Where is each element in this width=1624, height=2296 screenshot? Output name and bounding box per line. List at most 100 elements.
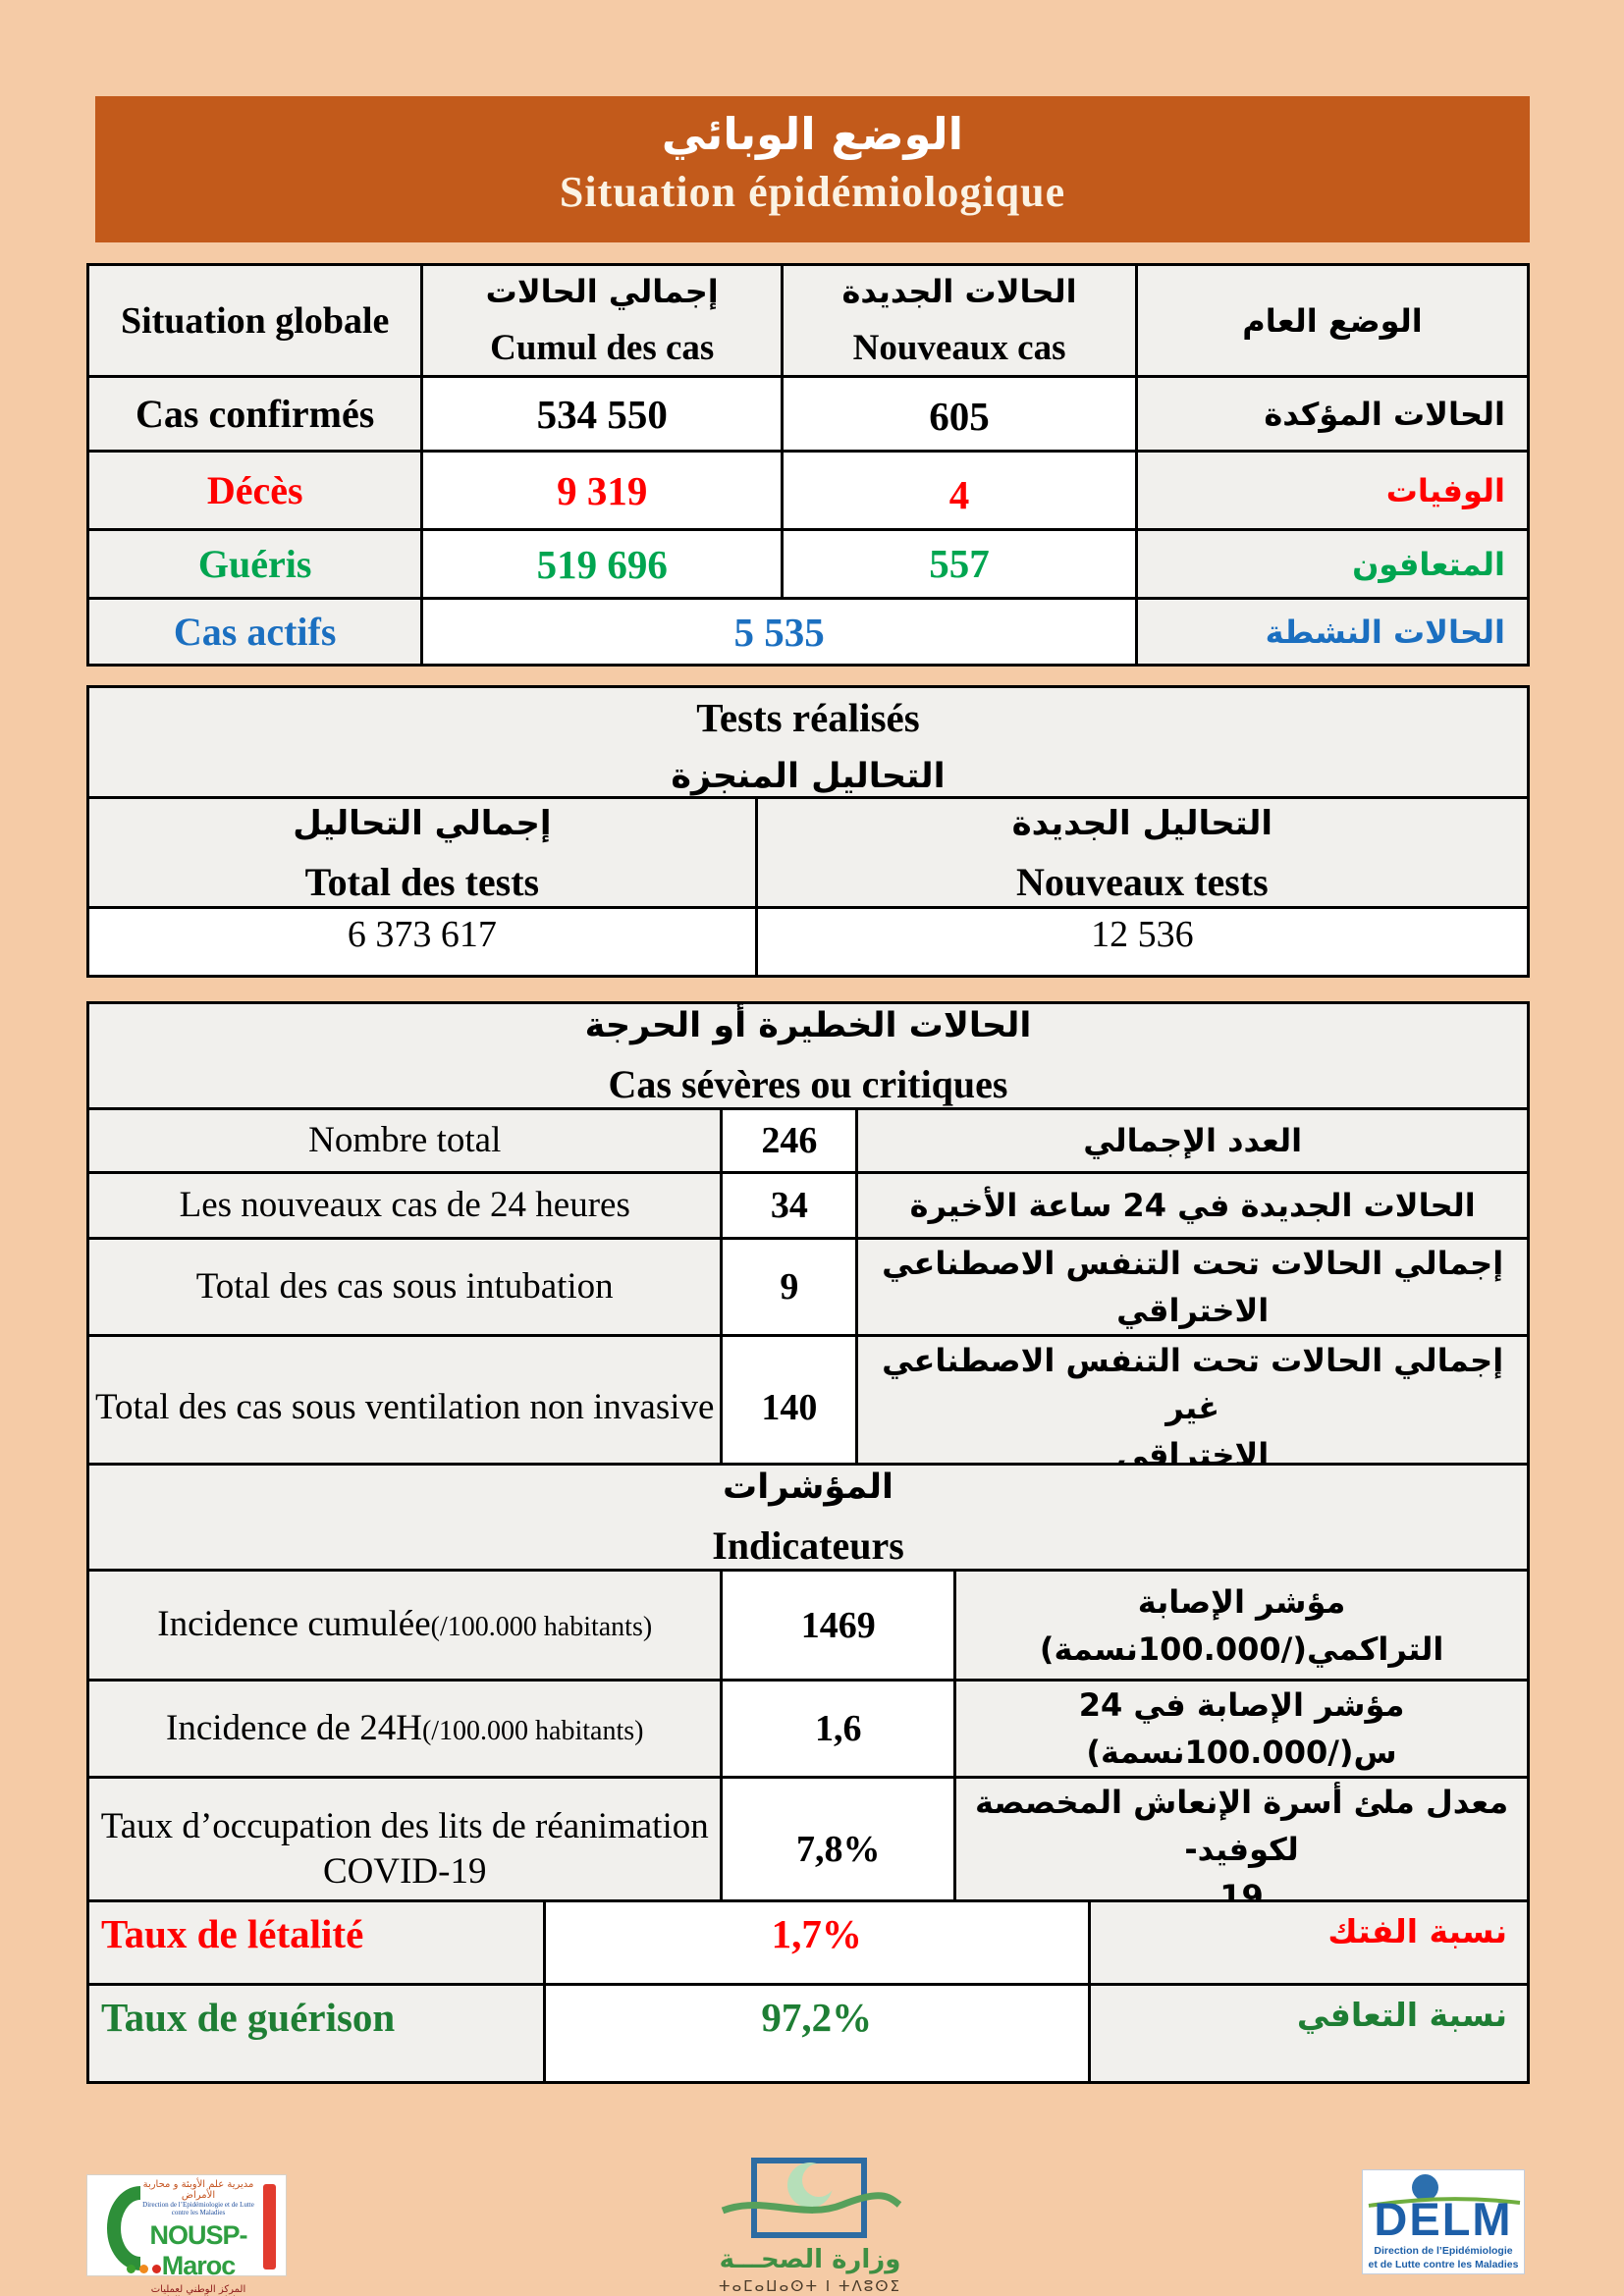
value-nombre-total: 246 [720,1107,859,1174]
label-incidence-24h: Incidence de 24H(/100.000 habitants) [85,1679,724,1779]
value-nouveaux-tests: 12 536 [754,906,1531,978]
value-taux-guerison: 97,2% [543,1983,1091,2084]
label-cas-confirmes: Cas confirmés [85,375,424,453]
label-nombre-total-arabic: العدد الإجمالي [855,1107,1530,1174]
label-incidence-cumulee-main: Incidence cumulée [157,1604,431,1645]
header-nouveaux-tests: التحاليل الجديدة Nouveaux tests [754,796,1531,909]
header-nouveaux-french: Nouveaux cas [852,328,1066,368]
label-incidence-cumulee-unit: (/100.000 habitants) [430,1612,653,1643]
label-incidence-24h-unit: (/100.000 habitants) [421,1715,644,1746]
header-situation-arabic: الوضع العام [1134,263,1531,378]
header-total-tests-arabic: إجمالي التحاليل [293,804,552,843]
orange-dot-icon [139,2265,148,2273]
row-taux-guerison: Taux de guérison 97,2% نسبة التعافي [85,1983,1531,2084]
label-incidence-24h-main: Incidence de 24H [166,1707,422,1748]
row-nombre-total: Nombre total 246 العدد الإجمالي [85,1107,1530,1174]
ministry-of-health-logo: وزارة الصحـــة ⵜⴰⵎⴰⵡⴰⵙⵜ ⵏ ⵜⴷⵓⵙⵉ Ministèr… [712,2156,908,2296]
delm-logo: DELM Direction de l’Epidémiologie et de … [1362,2169,1525,2274]
delm-subtitle-line1: Direction de l’Epidémiologie [1374,2245,1513,2257]
row-incidence-cumulee: Incidence cumulée(/100.000 habitants) 14… [85,1569,1530,1682]
tests-table: Tests réalisés التحاليل المنجزة إجمالي ا… [86,685,1531,978]
nousp-arabic-direction-line: مديرية علم الأوبئة و محاربة الأمراض [142,2179,254,2201]
label-incidence-cumulee: Incidence cumulée(/100.000 habitants) [85,1569,724,1682]
label-incidence-cumulee-arabic: مؤشر الإصابة التراكمي(/100.000نسمة) [953,1569,1530,1682]
value-occupation-lits: 7,8% [720,1776,957,1923]
header-total-tests: إجمالي التحاليل Total des tests [86,796,758,909]
label-taux-guerison-arabic: نسبة التعافي [1087,1983,1531,2084]
severe-title-french: Cas sévères ou critiques [608,1062,1008,1106]
value-incidence-cumulee: 1469 [720,1569,957,1682]
value-incidence-24h: 1,6 [720,1679,957,1779]
ministry-crescent-wave-icon [721,2158,902,2238]
nousp-name: NOUSP-Maroc [149,2219,247,2280]
header-cumul-french: Cumul des cas [490,328,715,368]
row-cas-confirmes: Cas confirmés 534 550 605 الحالات المؤكد… [85,375,1531,453]
header-nouveaux-tests-arabic: التحاليل الجديدة [1011,804,1273,843]
severe-cases-table: الحالات الخطيرة أو الحرجة Cas sévères ou… [85,1001,1530,1481]
header-situation-globale-label: Situation globale [120,299,390,342]
label-taux-guerison: Taux de guérison [85,1983,547,2084]
value-deces-total: 9 319 [420,450,785,531]
header-situation-arabic-label: الوضع العام [1242,301,1423,340]
label-cas-actifs: Cas actifs [85,597,424,667]
label-occupation-arabic-line1: معدل ملئ أسرة الإنعاش المخصصة لكوفيد- [974,1784,1509,1868]
nousp-maroc-logo: مديرية علم الأوبئة و محاربة الأمراض Dire… [86,2174,287,2296]
value-taux-letalite: 1,7% [543,1899,1091,1986]
value-total-tests: 6 373 617 [86,906,758,978]
global-table-header-row: Situation globale إجمالي الحالات Cumul d… [85,263,1531,378]
value-intubation: 9 [720,1237,859,1337]
tests-header-row: إجمالي التحاليل Total des tests التحاليل… [86,796,1531,909]
tests-title-arabic: التحاليل المنجزة [671,757,946,796]
row-ventilation: Total des cas sous ventilation non invas… [85,1334,1530,1481]
indicators-title-arabic: المؤشرات [723,1468,893,1507]
label-deces-arabic: الوفيات [1134,450,1531,531]
report-banner: الوضع الوبائي Situation épidémiologique [95,96,1530,242]
tests-title-cell: Tests réalisés التحاليل المنجزة [86,685,1530,799]
row-incidence-24h: Incidence de 24H(/100.000 habitants) 1,6… [85,1679,1530,1779]
banner-title-french: Situation épidémiologique [559,168,1066,216]
value-cas-actifs: 5 535 [420,597,1138,667]
value-deces-new: 4 [781,450,1138,531]
label-ventilation: Total des cas sous ventilation non invas… [85,1334,724,1481]
label-deces: Décès [85,450,424,531]
value-gueris-new: 557 [781,528,1138,600]
delm-person-icon [1412,2174,1438,2201]
row-gueris: Guéris 519 696 557 المتعافون [85,528,1531,600]
label-gueris: Guéris [85,528,424,600]
ministry-name-arabic: وزارة الصحـــة [719,2245,901,2274]
label-incidence-24h-arabic: مؤشر الإصابة في 24 س(/100.000نسمة) [953,1679,1530,1779]
delm-acronym: DELM [1374,2193,1513,2245]
header-cumul-arabic: إجمالي الحالات [485,273,719,310]
row-deces: Décès 9 319 4 الوفيات [85,450,1531,531]
label-intubation: Total des cas sous intubation [85,1237,724,1337]
value-cas-confirmes-total: 534 550 [420,375,785,453]
row-intubation: Total des cas sous intubation 9 إجمالي ا… [85,1237,1530,1337]
global-situation-table: Situation globale إجمالي الحالات Cumul d… [85,263,1531,667]
header-situation-globale: Situation globale [85,263,424,378]
red-dot-icon [152,2265,161,2273]
banner-title-arabic: الوضع الوبائي [661,108,964,160]
severe-title-row: الحالات الخطيرة أو الحرجة Cas sévères ou… [86,1001,1530,1110]
indicators-title-cell: المؤشرات Indicateurs [86,1463,1530,1572]
header-total-tests-french: Total des tests [304,860,540,904]
value-gueris-total: 519 696 [420,528,785,600]
nousp-french-direction-line: Direction de l’Epidémiologie et de Lutte… [142,2201,254,2217]
rates-table: Taux de létalité 1,7% نسبة الفتك Taux de… [85,1899,1531,2084]
severe-title-cell: الحالات الخطيرة أو الحرجة Cas sévères ou… [86,1001,1530,1110]
tests-title-french: Tests réalisés [696,695,920,740]
ministry-name-tifinagh: ⵜⴰⵎⴰⵡⴰⵙⵜ ⵏ ⵜⴷⵓⵙⵉ [718,2276,902,2295]
nousp-dots-icon [127,2265,161,2273]
row-taux-letalite: Taux de létalité 1,7% نسبة الفتك [85,1899,1531,1986]
nousp-c-icon [107,2186,141,2270]
label-ventilation-arabic: إجمالي الحالات تحت التنفس الاصطناعي غير … [855,1334,1530,1481]
label-nouveaux-24h-arabic: الحالات الجديدة في 24 ساعة الأخيرة [855,1171,1530,1240]
header-nouveaux-tests-french: Nouveaux tests [1016,860,1269,904]
nousp-red-bar-icon [263,2184,276,2269]
severe-title-arabic: الحالات الخطيرة أو الحرجة [584,1006,1032,1045]
tests-values-row: 6 373 617 12 536 [86,906,1531,978]
nousp-arabic-centre-line: المركز الوطني لعمليات طوارئ الصحة العامة [150,2283,246,2296]
header-nouveaux-arabic: الحالات الجديدة [841,273,1077,310]
label-intubation-arabic: إجمالي الحالات تحت التنفس الاصطناعي الاخ… [855,1237,1530,1337]
header-nouveaux-cas: الحالات الجديدة Nouveaux cas [781,263,1138,378]
